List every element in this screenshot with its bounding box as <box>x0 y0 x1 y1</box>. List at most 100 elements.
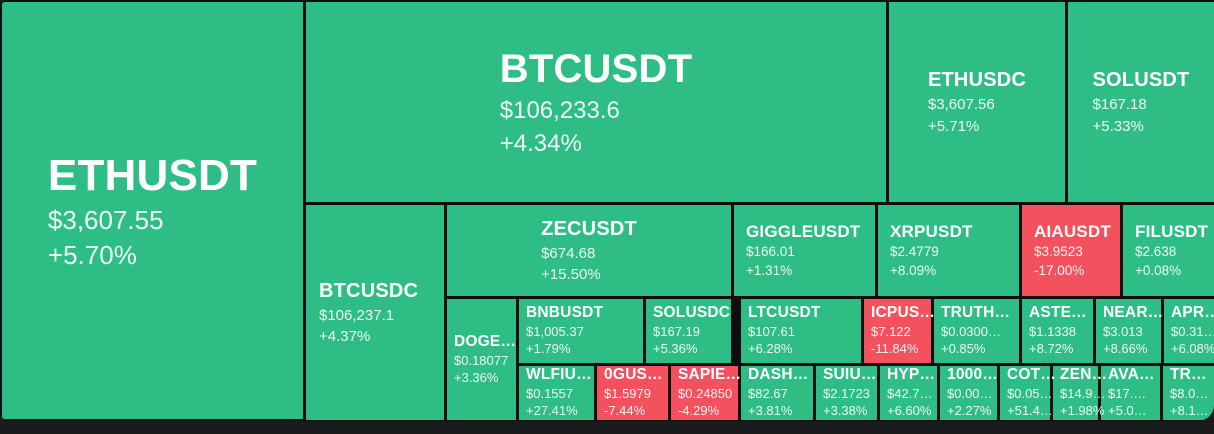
tile-change: -4.29% <box>678 403 720 419</box>
tile-text-block: BTCUSDT $106,233.6 +4.34% <box>500 44 693 160</box>
tile-symbol: ETHUSDT <box>47 150 258 200</box>
tile-price: $0.31… <box>1171 324 1214 340</box>
tile-btcusdc[interactable]: BTCUSDC $106,237.1 +4.37% <box>306 205 444 420</box>
tile-change: +5.36% <box>653 341 698 357</box>
tile-ava[interactable]: AVA… $17.… +5.0… <box>1101 366 1160 420</box>
tile-ltcusdt[interactable]: LTCUSDT $107.61 +6.28% <box>741 299 861 363</box>
tile-change: +3.38% <box>823 403 868 419</box>
tile-0gus[interactable]: 0GUS… $1.5979 -7.44% <box>597 366 668 420</box>
tile-sapie[interactable]: SAPIE… $0.24850 -4.29% <box>671 366 741 420</box>
tile-text-block: AVA… $17.… +5.0… <box>1108 366 1155 419</box>
tile-change: +4.37% <box>319 328 371 345</box>
tile-giggleusdt[interactable]: GIGGLEUSDT $166.01 +1.31% <box>734 205 875 296</box>
tile-near[interactable]: NEAR… $3.013 +8.66% <box>1096 299 1163 363</box>
tile-apr[interactable]: APR… $0.31…+6.08% <box>1164 299 1214 363</box>
tile-aste[interactable]: ASTE… $1.1338 +8.72% <box>1022 299 1093 363</box>
tile-text-block: ETHUSDC $3,607.56 +5.71% <box>928 67 1026 137</box>
tile-price: $17.… <box>1108 386 1147 402</box>
tile-text-block: 1000… $0.00… +2.27% <box>947 366 998 419</box>
tile-price: $0.24850 <box>678 386 733 402</box>
tile-change: +5.33% <box>1092 117 1144 135</box>
tile-text-block: ASTE… $1.1338 +8.72% <box>1029 304 1087 357</box>
tile-price: $82.67 <box>748 386 788 402</box>
tile-price: $167.19 <box>653 324 700 340</box>
tile-symbol: TRUTH… <box>941 304 1011 322</box>
tile-price: $0.05… <box>1007 386 1053 402</box>
tile-symbol: ASTE… <box>1029 304 1087 322</box>
tile-price: $167.18 <box>1092 96 1147 114</box>
tile-xrpusdt[interactable]: XRPUSDT $2.4779 +8.09% <box>878 205 1019 296</box>
tile-filusdt[interactable]: FILUSDT $2.638 +0.08% <box>1123 205 1214 296</box>
tile-truth[interactable]: TRUTH… $0.0300… +0.85% <box>934 299 1019 363</box>
tile-symbol: BTCUSDT <box>499 46 693 91</box>
tile-change: +8.72% <box>1029 341 1074 357</box>
tile-hyp[interactable]: HYP… $42.7… +6.60% <box>880 366 937 420</box>
tile-price: $7.122 <box>871 324 911 340</box>
tile-change: +8.1… <box>1170 403 1209 419</box>
tile-symbol: FILUSDT <box>1135 221 1209 241</box>
tile-price: $0.1557 <box>526 386 573 402</box>
tile-btcusdt[interactable]: BTCUSDT $106,233.6 +4.34% <box>306 2 886 202</box>
tile-symbol: SUIU… <box>823 366 877 384</box>
tile-price: $14.9… <box>1060 386 1106 402</box>
tile-symbol: BTCUSDC <box>319 279 419 302</box>
tile-symbol: BNBUSDT <box>526 304 604 322</box>
tile-text-block: ICPUS… $7.122 -11.84% <box>871 304 935 357</box>
tile-zecusdt[interactable]: ZECUSDT $674.68 +15.50% <box>447 205 731 296</box>
tile-ethusdt[interactable]: ETHUSDT $3,607.55 +5.70% <box>2 2 303 419</box>
tile-wlfiu[interactable]: WLFIU… $0.1557 +27.41% <box>519 366 594 420</box>
tile-symbol: AVA… <box>1108 366 1155 384</box>
tile-symbol: ETHUSDC <box>927 69 1027 92</box>
tile-text-block: ZEN… $14.9… +1.98% <box>1060 366 1107 419</box>
tile-change: +2.27% <box>947 403 992 419</box>
tile-bnbusdt[interactable]: BNBUSDT $1,005.37 +1.79% <box>519 299 643 363</box>
tile-aiausdt[interactable]: AIAUSDT $3.9523 -17.00% <box>1022 205 1120 296</box>
tile-solusdc[interactable]: SOLUSDC $167.19 +5.36% <box>646 299 731 363</box>
tile-change: +15.50% <box>541 266 601 283</box>
tile-icpus[interactable]: ICPUS… $7.122 -11.84% <box>864 299 935 363</box>
tile-doge[interactable]: DOGE… $0.18077 +3.36% <box>447 299 516 420</box>
tile-text-block: COT… $0.05… +51.4… <box>1007 366 1056 419</box>
tile-change: -17.00% <box>1034 262 1085 278</box>
tile-dash[interactable]: DASH… $82.67 +3.81% <box>741 366 813 420</box>
tile-change: +27.41% <box>526 403 578 419</box>
tile-symbol: ZEN… <box>1060 366 1108 384</box>
tile-change: +3.81% <box>748 403 793 419</box>
tile-price: $3.9523 <box>1034 243 1083 259</box>
tile-ethusdc[interactable]: ETHUSDC $3,607.56 +5.71% <box>889 2 1065 202</box>
tile-price: $2.1723 <box>823 386 870 402</box>
tile-cot[interactable]: COT… $0.05… +51.4… <box>1000 366 1056 420</box>
tile-change: -11.84% <box>871 341 919 357</box>
tile-1000[interactable]: 1000… $0.00… +2.27% <box>940 366 998 420</box>
tile-tr[interactable]: TR… $8.0… +8.1… <box>1163 366 1214 420</box>
tile-change: +5.71% <box>927 117 980 135</box>
tile-text-block: WLFIU… $0.1557 +27.41% <box>526 366 592 419</box>
tile-change: +3.36% <box>454 369 499 385</box>
tile-price: $106,237.1 <box>319 306 395 324</box>
tile-change: -7.44% <box>604 403 646 419</box>
tile-symbol: DOGE… <box>454 332 517 350</box>
tile-text-block: XRPUSDT $2.4779 +8.09% <box>890 221 973 281</box>
tile-price: $2.638 <box>1135 243 1177 259</box>
tile-text-block: HYP… $42.7… +6.60% <box>887 366 935 419</box>
tile-solusdt[interactable]: SOLUSDT $167.18 +5.33% <box>1068 2 1214 202</box>
tile-text-block: NEAR… $3.013 +8.66% <box>1103 304 1163 357</box>
tile-text-block: SUIU… $2.1723 +3.38% <box>823 366 877 419</box>
tile-zen[interactable]: ZEN… $14.9… +1.98% <box>1053 366 1107 420</box>
tile-price: $107.61 <box>748 324 795 340</box>
tile-price: $0.18077 <box>454 352 509 368</box>
tile-symbol: GIGGLEUSDT <box>746 221 861 241</box>
tile-price: $106,233.6 <box>499 96 620 124</box>
tile-change: +1.98% <box>1060 403 1105 419</box>
tile-price: $3,607.56 <box>927 96 995 114</box>
tile-price: $42.7… <box>887 386 933 402</box>
tile-change: +0.85% <box>941 341 986 357</box>
tile-symbol: 1000… <box>947 366 998 384</box>
tile-symbol: AIAUSDT <box>1034 221 1111 241</box>
tile-text-block: TR… $8.0… +8.1… <box>1170 366 1209 419</box>
tile-price: $166.01 <box>746 243 795 259</box>
tile-change: +5.0… <box>1108 403 1147 419</box>
tile-symbol: HYP… <box>887 366 936 384</box>
tile-suiu[interactable]: SUIU… $2.1723 +3.38% <box>816 366 877 420</box>
tile-change: +6.28% <box>748 341 793 357</box>
